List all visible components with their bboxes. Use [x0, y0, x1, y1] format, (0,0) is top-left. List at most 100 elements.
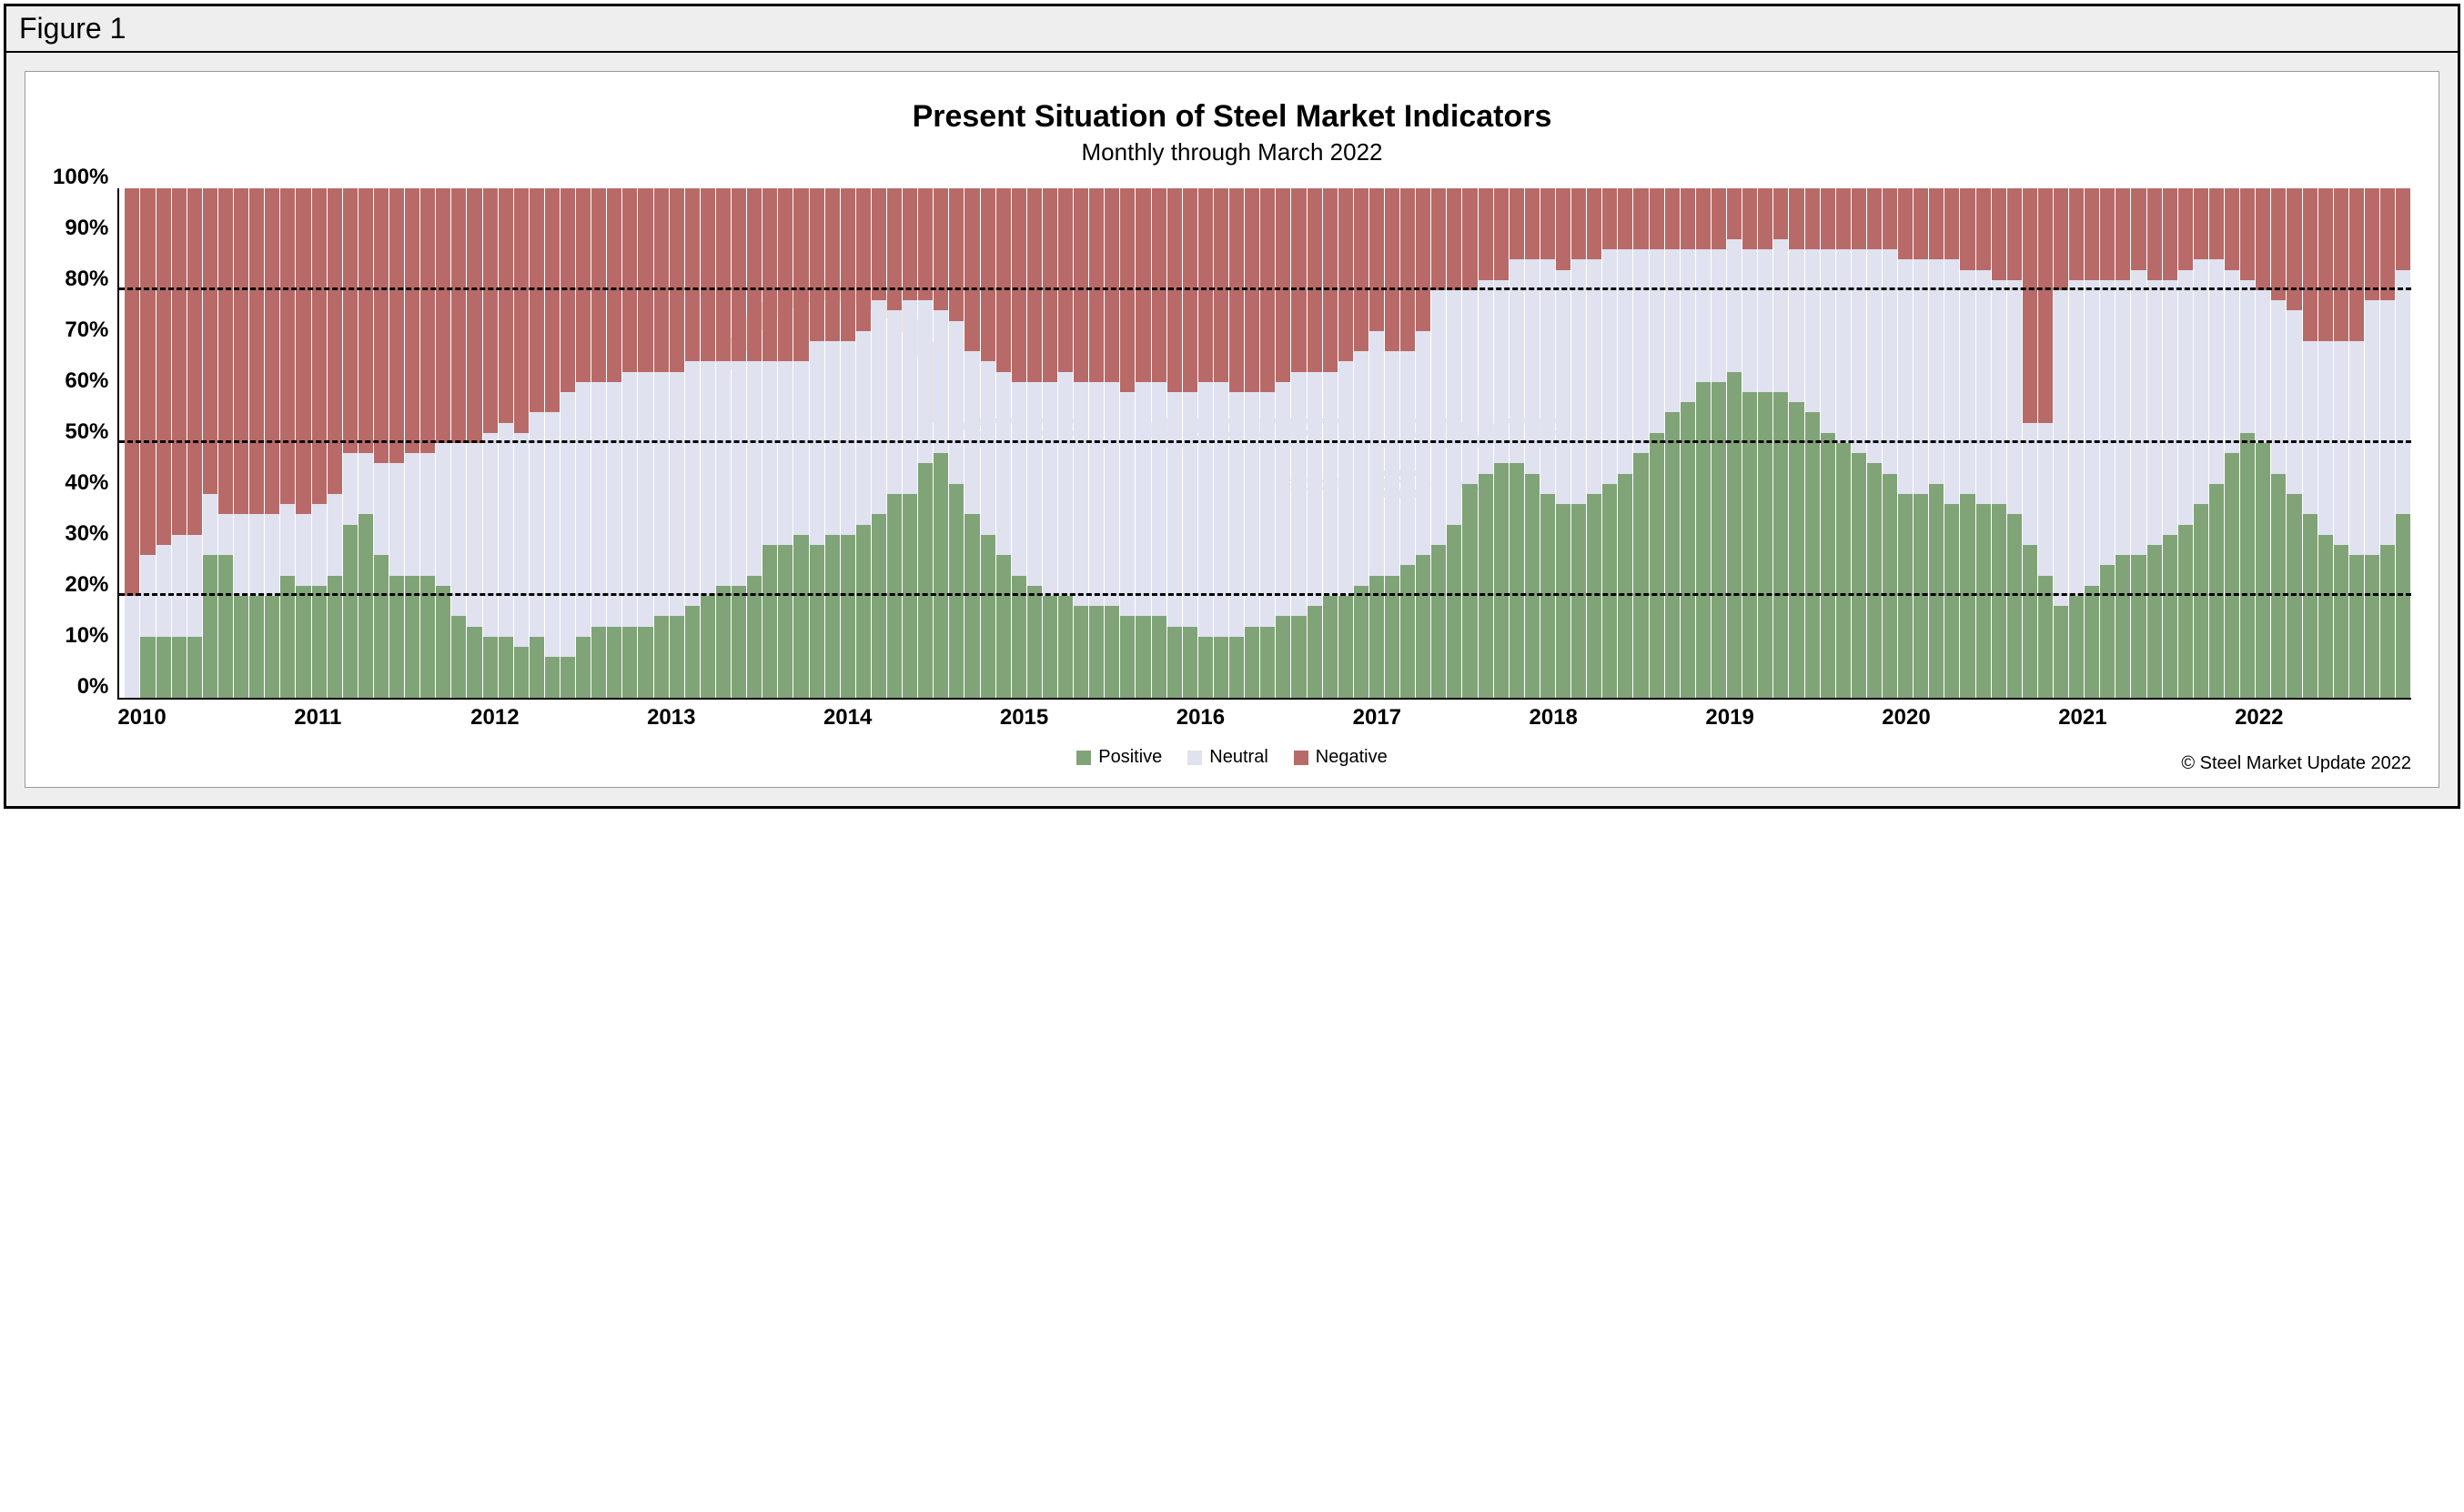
bar-seg-negative: [1027, 188, 1042, 382]
bar: [1789, 188, 1803, 698]
bar-seg-negative: [1260, 188, 1275, 392]
bar-seg-neutral: [140, 555, 155, 637]
bar: [2209, 188, 2224, 698]
bar-seg-negative: [1587, 188, 1601, 259]
bar: [234, 188, 248, 698]
bar-seg-negative: [187, 188, 202, 535]
bar-seg-neutral: [499, 423, 513, 637]
bar-seg-positive: [1976, 504, 1991, 698]
bar-seg-neutral: [1712, 249, 1726, 382]
bar-seg-negative: [172, 188, 187, 535]
bar-seg-neutral: [2256, 290, 2270, 443]
bar-seg-positive: [2349, 555, 2364, 698]
bar-seg-neutral: [1883, 249, 1897, 473]
bar-seg-negative: [2256, 188, 2270, 290]
bar-seg-negative: [1602, 188, 1617, 249]
bar-seg-positive: [1089, 606, 1104, 698]
bar: [2365, 188, 2379, 698]
bar-seg-negative: [2365, 188, 2379, 300]
bar-seg-neutral: [810, 341, 824, 545]
bar: [436, 188, 450, 698]
bar-seg-negative: [1136, 188, 1150, 382]
bar-seg-negative: [2194, 188, 2208, 259]
bar-seg-negative: [2396, 188, 2410, 270]
bar-seg-neutral: [2365, 300, 2379, 555]
bar-seg-negative: [1618, 188, 1632, 249]
bar-seg-negative: [2271, 188, 2286, 300]
bar: [1214, 188, 1228, 698]
bar-seg-negative: [1416, 188, 1430, 331]
bar: [622, 188, 637, 698]
x-tick: 2013: [647, 705, 823, 731]
bar-seg-negative: [1245, 188, 1259, 392]
bar-seg-negative: [607, 188, 621, 382]
bar-seg-positive: [964, 514, 979, 698]
bar: [841, 188, 855, 698]
bar-seg-positive: [1308, 606, 1322, 698]
bar-seg-positive: [2225, 453, 2239, 698]
bar-seg-neutral: [1447, 290, 1461, 525]
bar-seg-negative: [374, 188, 389, 463]
bar-seg-negative: [670, 188, 684, 372]
chart-panel: Present Situation of Steel Market Indica…: [25, 71, 2439, 788]
bar-seg-neutral: [1805, 249, 1820, 412]
bar-seg-positive: [1944, 504, 1959, 698]
x-tick: 2010: [117, 705, 294, 731]
bar-seg-positive: [265, 596, 279, 698]
bar-seg-positive: [2147, 545, 2162, 698]
bar-seg-negative: [530, 188, 544, 412]
bar: [1074, 188, 1088, 698]
bar: [1416, 188, 1430, 698]
bar-seg-neutral: [607, 382, 621, 627]
bar-seg-negative: [1665, 188, 1680, 249]
bar: [872, 188, 886, 698]
bar-seg-positive: [1136, 616, 1150, 698]
bar: [1696, 188, 1711, 698]
bar-seg-negative: [1431, 188, 1446, 290]
bar: [1058, 188, 1073, 698]
legend: PositiveNeutralNegative: [53, 731, 2411, 771]
bar: [1447, 188, 1461, 698]
bar: [1836, 188, 1851, 698]
bar-seg-neutral: [483, 433, 498, 637]
bar-seg-positive: [2303, 514, 2318, 698]
bar: [187, 188, 202, 698]
bar-seg-positive: [545, 657, 560, 698]
bar-seg-neutral: [856, 331, 871, 525]
bar-seg-neutral: [732, 361, 746, 585]
bar-seg-negative: [1789, 188, 1803, 249]
bar-seg-positive: [1260, 627, 1275, 698]
bar-seg-negative: [343, 188, 358, 453]
bar: [1618, 188, 1632, 698]
bar-seg-neutral: [949, 321, 964, 484]
bar: [2303, 188, 2318, 698]
bar: [1976, 188, 1991, 698]
bar-seg-negative: [1214, 188, 1228, 382]
bar-seg-neutral: [125, 596, 139, 698]
bar-seg-negative: [467, 188, 481, 443]
bar: [203, 188, 217, 698]
bar: [218, 188, 233, 698]
bar: [856, 188, 871, 698]
bar-seg-positive: [280, 576, 295, 698]
bar-seg-neutral: [312, 504, 327, 586]
bar-seg-negative: [328, 188, 342, 494]
bar-seg-neutral: [451, 443, 466, 616]
bar-seg-positive: [1696, 382, 1711, 698]
plot-area: STEEL MARKET UPDATE part of the CRU Grou…: [117, 188, 2411, 700]
bar-seg-neutral: [1012, 382, 1026, 576]
bar-seg-positive: [1852, 453, 1866, 698]
bar-seg-neutral: [1960, 270, 1974, 494]
bar-seg-positive: [747, 576, 762, 698]
bar-seg-negative: [560, 188, 575, 392]
bar-seg-positive: [2038, 576, 2053, 698]
bar: [125, 188, 139, 698]
bar-seg-positive: [249, 596, 264, 698]
bar-seg-neutral: [1789, 249, 1803, 402]
bar: [1540, 188, 1555, 698]
bar: [996, 188, 1011, 698]
bar-seg-neutral: [2287, 310, 2301, 494]
bar: [793, 188, 808, 698]
bar-seg-negative: [1944, 188, 1959, 259]
bar: [2287, 188, 2301, 698]
